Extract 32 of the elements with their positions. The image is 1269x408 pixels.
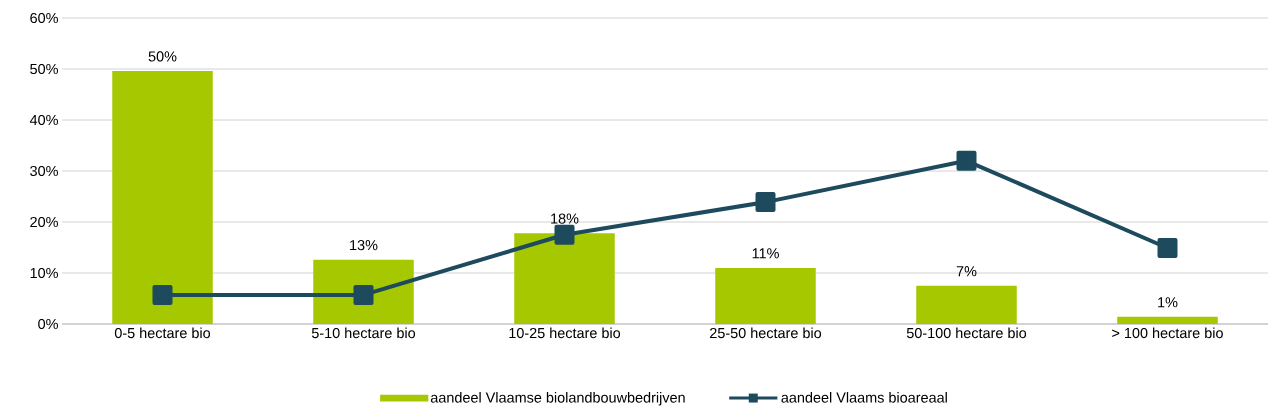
point bbox=[152, 284, 173, 305]
bar bbox=[112, 71, 213, 324]
data-label: 11% bbox=[752, 248, 779, 259]
data-label: 50% bbox=[148, 51, 177, 62]
data-label: 13% bbox=[350, 239, 378, 251]
x-tick-label: 50-100 hectare bio bbox=[906, 327, 1027, 339]
y-tick-label: 40% bbox=[29, 114, 58, 126]
y-tick-label: 20% bbox=[30, 216, 58, 228]
point bbox=[554, 224, 575, 245]
y-tick-label: 50% bbox=[30, 63, 58, 75]
point bbox=[353, 284, 374, 305]
x-tick-label: 10-25 hectare bio bbox=[509, 327, 621, 339]
bar bbox=[1117, 316, 1218, 324]
y-tick-label: 10% bbox=[30, 267, 58, 279]
data-label: 18% bbox=[551, 213, 579, 224]
point bbox=[1157, 238, 1178, 259]
bar bbox=[514, 233, 615, 324]
legend-label: aandeel Vlaams bioareaal bbox=[781, 392, 947, 403]
y-tick-label: 60% bbox=[30, 12, 58, 24]
x-tick-label: > 100 hectare bio bbox=[1112, 327, 1223, 339]
x-tick-label: 25-50 hectare bio bbox=[710, 327, 822, 339]
data-label: 7% bbox=[956, 266, 977, 277]
bar bbox=[715, 267, 816, 324]
legend-label: aandeel Vlaamse biolandbouwbedrijven bbox=[430, 392, 685, 406]
x-tick-label: 5-10 hectare bio bbox=[311, 327, 416, 339]
x-tick-label: 0-5 hectare bio bbox=[114, 327, 211, 339]
point bbox=[956, 150, 977, 171]
data-label: 1% bbox=[1158, 297, 1178, 308]
bar bbox=[916, 285, 1017, 324]
y-tick-label: 30% bbox=[30, 165, 58, 177]
point bbox=[755, 192, 776, 213]
y-tick-label: 0% bbox=[38, 318, 58, 330]
